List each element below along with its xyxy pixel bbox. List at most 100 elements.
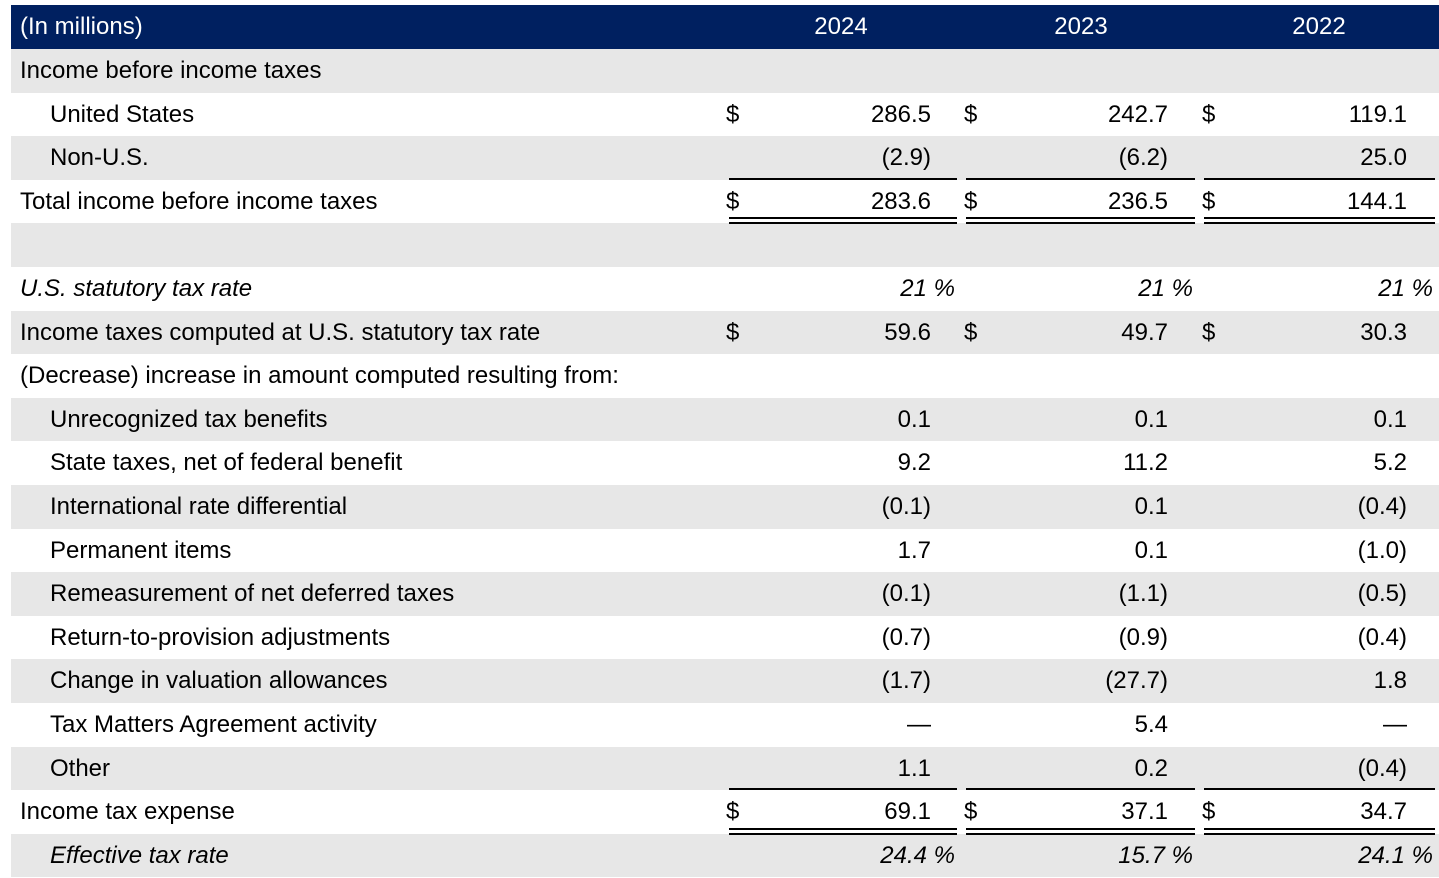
row-value-2022: 34.7: [1360, 798, 1407, 826]
row-value-2023: 37.1: [1121, 798, 1168, 826]
row-percent-2022: 21 %: [1378, 275, 1433, 302]
row-value-2024: 59.6: [884, 318, 931, 346]
row-value-2024: —: [907, 711, 931, 738]
double-underline: [1204, 217, 1435, 225]
row-label: Return-to-provision adjustments: [50, 623, 391, 651]
double-underline: [966, 827, 1195, 835]
row-value-2022: 5.2: [1373, 449, 1407, 477]
single-underline: [966, 788, 1195, 791]
row-value-2022: (0.4): [1357, 754, 1407, 782]
row-value-2022: (1.0): [1357, 536, 1407, 564]
table-row: State taxes, net of federal benefit 9.2 11…: [11, 441, 1439, 485]
row-label: Remeasurement of net deferred taxes: [50, 580, 455, 608]
row-value-2023: 5.4: [1134, 711, 1168, 738]
table-row: Return-to-provision adjustments (0.7) (0.9…: [11, 616, 1439, 660]
currency-symbol: $: [726, 187, 740, 215]
double-underline: [1204, 827, 1435, 835]
row-percent-2022: 24.1 %: [1358, 841, 1433, 869]
row-value-2024: 286.5: [870, 100, 931, 128]
row-value-2023: (6.2): [1118, 144, 1168, 172]
row-value-2022: 0.1: [1373, 405, 1407, 433]
currency-symbol: $: [726, 318, 740, 346]
row-value-2024: 9.2: [897, 449, 931, 477]
row-value-2023: 242.7: [1107, 100, 1168, 128]
row-percent-2024: 21 %: [900, 275, 955, 302]
currency-symbol: $: [1202, 187, 1216, 215]
table-row: (Decrease) increase in amount computed r…: [11, 354, 1439, 398]
table-row: Total income before income taxes $283.6 $2…: [11, 180, 1439, 224]
table-row: Income before income taxes: [11, 49, 1439, 93]
table-row: Unrecognized tax benefits 0.1 0.1 0.1: [11, 397, 1439, 442]
table-row: Change in valuation allowances (1.7) (27.7…: [11, 659, 1439, 703]
row-label: United States: [50, 100, 195, 128]
currency-symbol: $: [726, 798, 740, 826]
row-value-2024: 283.6: [870, 187, 931, 215]
row-value-2023: 11.2: [1123, 449, 1168, 477]
row-label: Effective tax rate: [50, 841, 229, 869]
row-value-2024: (0.7): [881, 623, 931, 651]
single-underline: [729, 788, 957, 791]
single-underline: [1204, 788, 1435, 791]
row-value-2023: 0.2: [1134, 754, 1168, 782]
table-row: Remeasurement of net deferred taxes (0.1)…: [11, 572, 1439, 616]
row-value-2022: 119.1: [1348, 100, 1407, 128]
row-label: Other: [50, 754, 111, 782]
table-row: U.S. statutory tax rate 21 % 21 % 21 %: [11, 267, 1439, 311]
row-value-2024: (0.1): [881, 580, 931, 608]
table-row: Tax Matters Agreement activity — 5.4 —: [11, 703, 1439, 747]
row-value-2023: (0.9): [1118, 623, 1168, 651]
row-value-2022: (0.4): [1357, 623, 1407, 651]
row-label: Change in valuation allowances: [50, 667, 388, 695]
row-label: Non-U.S.: [50, 144, 149, 172]
row-value-2022: 1.8: [1373, 667, 1407, 695]
row-percent-2024: 24.4 %: [880, 841, 955, 869]
currency-symbol: $: [964, 187, 978, 215]
row-percent-2023: 15.7 %: [1118, 841, 1193, 869]
table-row: Other 1.1 0.2 (0.4): [11, 746, 1439, 791]
currency-symbol: $: [726, 100, 740, 128]
row-label: (Decrease) increase in amount computed r…: [20, 362, 619, 390]
row-value-2024: (0.1): [881, 493, 931, 520]
table-row: International rate differential (0.1) 0.1 (…: [11, 485, 1439, 529]
double-underline: [729, 217, 957, 225]
row-value-2023: 236.5: [1107, 187, 1168, 215]
row-value-2023: (27.7): [1105, 667, 1168, 695]
row-label: U.S. statutory tax rate: [20, 275, 253, 302]
row-label: State taxes, net of federal benefit: [50, 449, 403, 477]
header-year-2024: 2024: [814, 13, 868, 40]
table-row: Income tax expense $69.1 $37.1 $34.7: [11, 790, 1439, 834]
row-value-2024: 0.1: [897, 405, 931, 433]
double-underline: [729, 827, 957, 835]
row-value-2024: 69.1: [884, 798, 931, 826]
table-row: Income taxes computed at U.S. statutory …: [11, 310, 1439, 355]
row-value-2022: 30.3: [1360, 318, 1407, 346]
currency-symbol: $: [964, 318, 978, 346]
row-value-2024: (1.7): [881, 667, 931, 695]
table-row: Effective tax rate 24.4 % 15.7 % 24.1 %: [11, 833, 1439, 878]
table-row: United States $286.5 $242.7 $119.1: [11, 93, 1439, 137]
single-underline: [1204, 177, 1435, 180]
table-row: Non-U.S. (2.9) (6.2) 25.0: [11, 136, 1439, 180]
header-year-2023: 2023: [1054, 13, 1108, 40]
row-value-2023: 0.1: [1134, 536, 1168, 564]
row-label: Total income before income taxes: [20, 187, 378, 215]
row-value-2024: (2.9): [881, 144, 931, 172]
single-underline: [966, 177, 1195, 180]
currency-symbol: $: [1202, 798, 1216, 826]
row-value-2023: 0.1: [1134, 493, 1168, 520]
currency-symbol: $: [1202, 100, 1216, 128]
double-underline: [966, 217, 1195, 225]
row-value-2023: (1.1): [1118, 580, 1168, 608]
row-label: Tax Matters Agreement activity: [50, 711, 377, 738]
row-value-2023: 0.1: [1134, 405, 1168, 433]
row-label: Income tax expense: [20, 798, 235, 826]
row-label: Unrecognized tax benefits: [50, 405, 328, 433]
row-label: International rate differential: [50, 493, 348, 520]
single-underline: [729, 177, 957, 180]
table-row: Permanent items 1.7 0.1 (1.0): [11, 529, 1439, 573]
row-value-2022: (0.5): [1357, 580, 1407, 608]
row-percent-2023: 21 %: [1138, 275, 1193, 302]
row-value-2022: 144.1: [1346, 187, 1407, 215]
table-row: [11, 223, 1439, 267]
row-value-2024: 1.7: [897, 536, 931, 564]
